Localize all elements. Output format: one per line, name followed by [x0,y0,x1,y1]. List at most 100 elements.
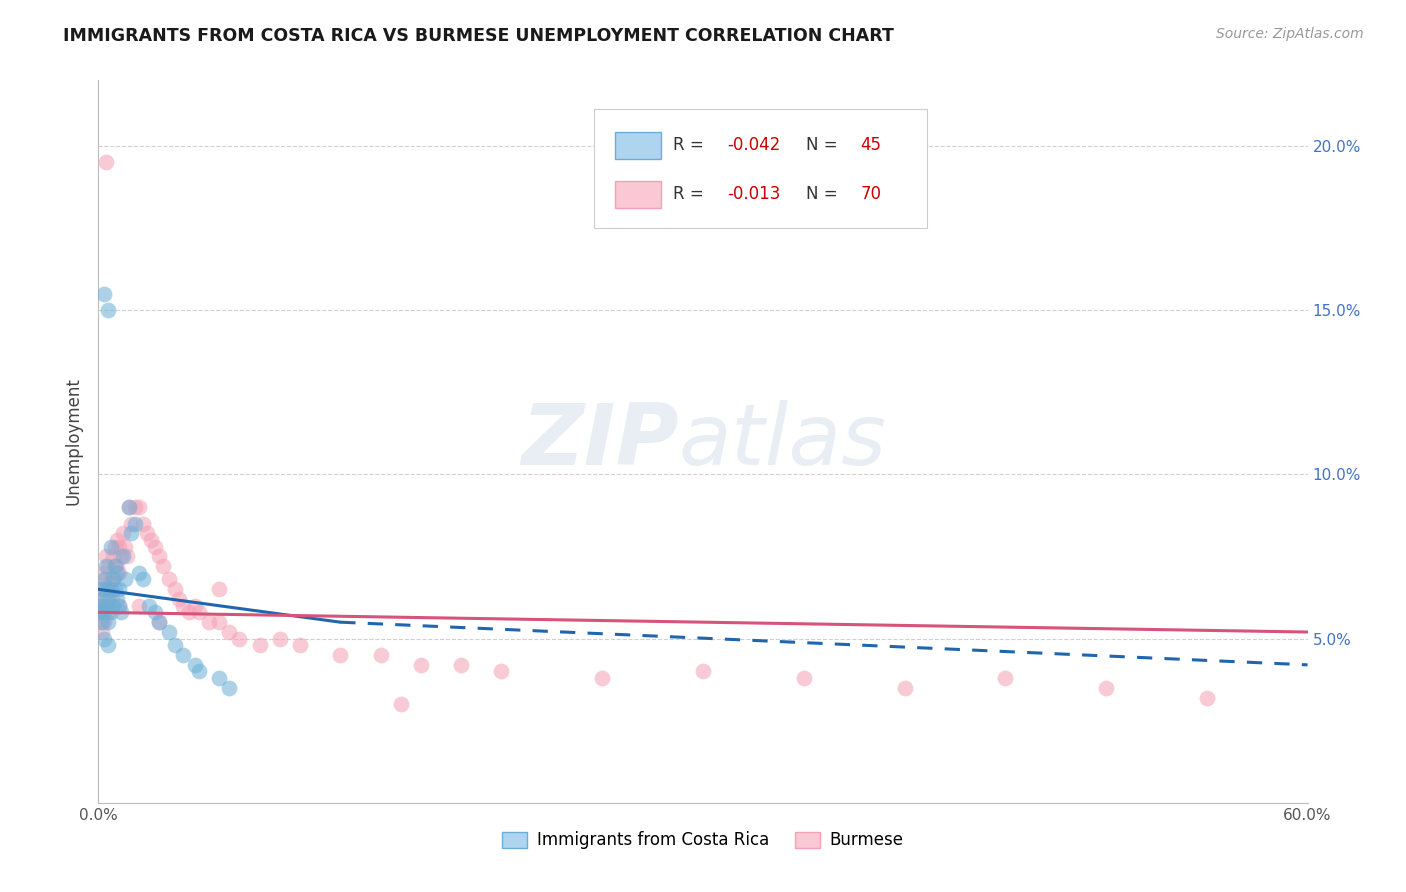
Y-axis label: Unemployment: Unemployment [65,377,83,506]
Point [93,592,115,607]
Point [132,516,155,531]
Point [692,665,714,679]
Point [370,648,392,662]
Point [128,566,150,580]
Point [111,549,134,564]
Point [105,592,128,607]
Point [163,582,186,597]
Point [103,540,125,554]
Point [105,566,128,580]
Point [101,599,124,613]
Text: 45: 45 [860,136,882,154]
Point [96,599,118,613]
Point [329,648,352,662]
Point [118,500,141,515]
Point [184,599,207,613]
Point [100,540,122,554]
Point [100,573,122,587]
Point [143,540,166,554]
Point [148,615,170,630]
Point [93,566,115,580]
Text: IMMIGRANTS FROM COSTA RICA VS BURMESE UNEMPLOYMENT CORRELATION CHART: IMMIGRANTS FROM COSTA RICA VS BURMESE UN… [63,27,894,45]
Point [96,155,118,169]
Legend: Immigrants from Costa Rica, Burmese: Immigrants from Costa Rica, Burmese [496,824,910,856]
Point [132,573,155,587]
Point [188,605,211,619]
Point [172,648,194,662]
FancyBboxPatch shape [614,132,661,159]
Point [139,533,162,547]
Point [100,592,122,607]
Point [103,582,125,597]
Point [152,559,174,574]
Point [103,559,125,574]
Point [228,632,250,646]
Point [288,638,311,652]
Point [118,500,141,515]
Point [93,605,115,619]
Point [91,592,114,607]
Point [93,615,115,630]
Point [218,625,240,640]
Point [409,657,432,672]
Point [100,582,122,597]
Point [269,632,291,646]
Point [105,533,128,547]
Point [107,540,129,554]
Point [184,657,207,672]
Text: -0.042: -0.042 [727,136,780,154]
Point [107,599,129,613]
Point [157,573,180,587]
Point [249,638,271,652]
Point [450,657,472,672]
Point [389,698,412,712]
Point [97,638,120,652]
Point [101,573,124,587]
Point [96,559,118,574]
Point [124,500,146,515]
Point [128,599,150,613]
Point [89,605,111,619]
Point [101,549,124,564]
Point [128,500,150,515]
Point [107,599,129,613]
Point [135,526,157,541]
Point [138,599,160,613]
Point [114,540,136,554]
Point [793,671,815,685]
Point [110,605,132,619]
Point [107,582,129,597]
Text: ZIP: ZIP [522,400,679,483]
Text: R =: R = [672,136,709,154]
Point [97,582,120,597]
Text: atlas: atlas [679,400,887,483]
Point [91,582,114,597]
Point [114,573,136,587]
Point [100,605,122,619]
Point [97,605,120,619]
Point [96,549,118,564]
Point [89,615,111,630]
Point [105,559,128,574]
Text: N =: N = [806,186,842,203]
Point [91,625,114,640]
Point [591,671,613,685]
Point [163,638,186,652]
Point [97,303,120,318]
Point [208,615,231,630]
Point [107,566,129,580]
Point [93,286,115,301]
Point [148,549,170,564]
Point [120,526,142,541]
Point [893,681,915,695]
Point [110,549,132,564]
Point [91,605,114,619]
Point [208,671,231,685]
Point [91,615,114,630]
Point [188,665,211,679]
Point [1095,681,1118,695]
Point [89,599,111,613]
Point [101,573,124,587]
Point [208,582,231,597]
Point [172,599,194,613]
